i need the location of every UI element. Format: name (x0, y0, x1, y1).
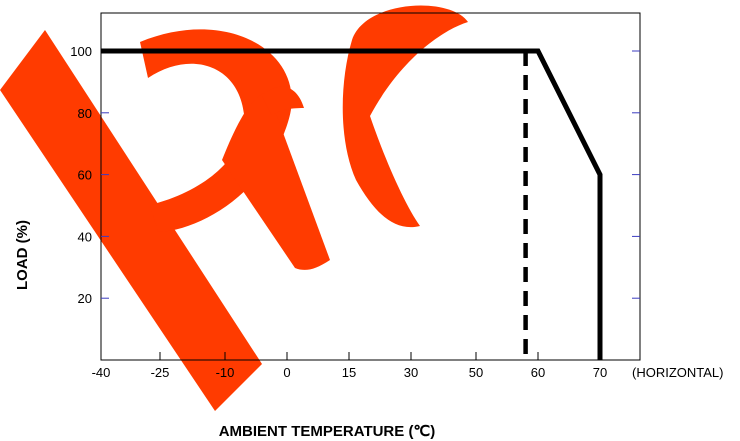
y-axis-title: LOAD (%) (14, 220, 31, 290)
y-tick-label: 40 (78, 229, 92, 244)
x-tick-label: -40 (92, 365, 111, 380)
x-tick-label: 50 (469, 365, 483, 380)
x-tick-label: -25 (151, 365, 170, 380)
tick-marks (100, 50, 640, 360)
x-axis-title: AMBIENT TEMPERATURE (℃) (219, 423, 436, 440)
x-tick-label: 15 (342, 365, 356, 380)
y-tick-label: 20 (78, 291, 92, 306)
y-tick-label: 100 (70, 44, 92, 59)
watermark-stroke-p (0, 30, 262, 411)
watermark-layer (0, 5, 468, 411)
x-tick-label: -10 (216, 365, 235, 380)
watermark-stroke-e (342, 5, 468, 228)
x-tick-labels: -40 -25 -10 0 15 30 50 60 70 (92, 365, 608, 380)
x-tick-label: 0 (283, 365, 290, 380)
y-tick-label: 60 (78, 168, 92, 183)
x-axis-suffix: (HORIZONTAL) (632, 365, 723, 380)
x-tick-label: 70 (593, 365, 607, 380)
plot-frame (100, 12, 641, 361)
y-tick-labels: 20 40 60 80 100 (70, 44, 92, 306)
y-tick-label: 80 (78, 106, 92, 121)
x-tick-label: 60 (531, 365, 545, 380)
watermark-arm-r (262, 86, 304, 116)
x-tick-label: 30 (404, 365, 418, 380)
derating-curve (101, 48, 603, 360)
series-layer (101, 48, 603, 360)
watermark-stroke-r (222, 92, 330, 270)
